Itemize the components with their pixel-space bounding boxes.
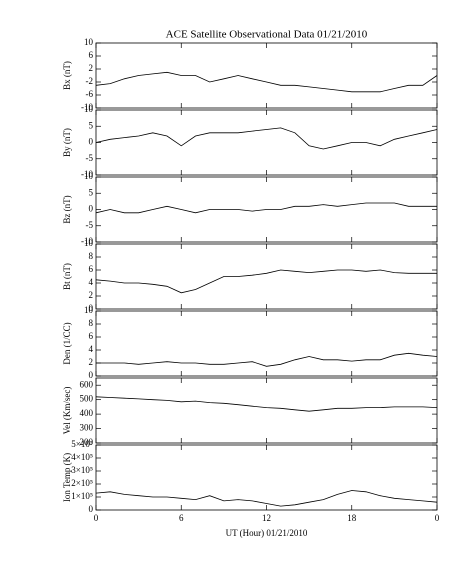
y-tick-label: 2×10⁵ — [71, 478, 93, 488]
y-axis-label: Vel (Km/sec) — [62, 387, 72, 435]
y-tick-label: 4 — [89, 277, 94, 287]
y-tick-label: -10 — [81, 102, 93, 112]
x-axis-label: UT (Hour) 01/21/2010 — [226, 528, 308, 538]
y-axis-label: By (nT) — [62, 128, 72, 157]
y-tick-label: -2 — [86, 76, 94, 86]
y-tick-label: 5 — [89, 120, 94, 130]
y-tick-label: 500 — [80, 394, 94, 404]
x-tick-label: 18 — [347, 513, 357, 523]
data-line — [95, 396, 438, 412]
y-tick-label: 0 — [89, 303, 94, 313]
y-tick-label: 2 — [89, 290, 94, 300]
y-tick-label: 300 — [80, 423, 94, 433]
y-tick-label: -10 — [81, 169, 93, 179]
y-tick-label: -5 — [86, 153, 94, 163]
x-tick-label: 0 — [435, 513, 440, 523]
panel-frame — [95, 42, 438, 109]
y-tick-label: 4 — [89, 344, 94, 354]
y-tick-label: 2 — [89, 63, 94, 73]
y-tick-label: 0 — [89, 137, 94, 147]
y-tick-label: 10 — [84, 238, 94, 248]
y-tick-label: -6 — [86, 89, 94, 99]
y-tick-label: 1×10⁵ — [71, 491, 93, 501]
y-tick-label: 4×10⁵ — [71, 452, 93, 462]
y-tick-label: 200 — [80, 437, 94, 447]
panel-frame — [95, 444, 438, 511]
x-tick-label: 6 — [179, 513, 184, 523]
y-tick-label: 6 — [89, 264, 94, 274]
y-tick-label: 10 — [84, 171, 94, 181]
y-tick-label: 3×10⁵ — [71, 465, 93, 475]
y-tick-label: 0 — [89, 204, 94, 214]
panel-frame — [95, 377, 438, 444]
y-tick-label: 10 — [84, 104, 94, 114]
y-tick-label: 2 — [89, 357, 94, 367]
y-axis-label: Bt (nT) — [62, 263, 72, 290]
y-tick-label: 8 — [89, 318, 94, 328]
data-line — [95, 127, 438, 150]
y-tick-label: 400 — [80, 408, 94, 418]
y-tick-label: 6 — [89, 50, 94, 60]
data-line — [95, 202, 437, 214]
y-tick-label: -5 — [86, 220, 94, 230]
y-tick-label: 600 — [80, 379, 94, 389]
y-axis-label: Den (1/CC) — [62, 322, 72, 364]
y-tick-label: 5×10⁵ — [71, 439, 93, 449]
panel-frame — [95, 109, 438, 176]
data-line — [95, 490, 438, 507]
y-tick-label: 10 — [84, 37, 94, 47]
data-line — [95, 269, 437, 294]
y-tick-label: 10 — [84, 305, 94, 315]
y-axis-label: Bx (nT) — [62, 61, 72, 90]
y-tick-label: 6 — [89, 331, 94, 341]
x-tick-label: 0 — [94, 513, 99, 523]
y-axis-label: Ion Temp (K) — [62, 453, 72, 502]
data-line — [96, 352, 438, 367]
y-tick-label: 0 — [89, 504, 94, 514]
data-line — [95, 71, 438, 93]
chart-title: ACE Satellite Observational Data 01/21/2… — [166, 29, 368, 41]
y-axis-label: Bz (nT) — [62, 195, 72, 223]
y-tick-label: 0 — [89, 370, 94, 380]
y-tick-label: -10 — [81, 236, 93, 246]
y-tick-label: 8 — [89, 251, 94, 261]
panel-frame — [95, 243, 438, 310]
y-tick-label: 5 — [89, 187, 94, 197]
x-tick-label: 12 — [262, 513, 271, 523]
